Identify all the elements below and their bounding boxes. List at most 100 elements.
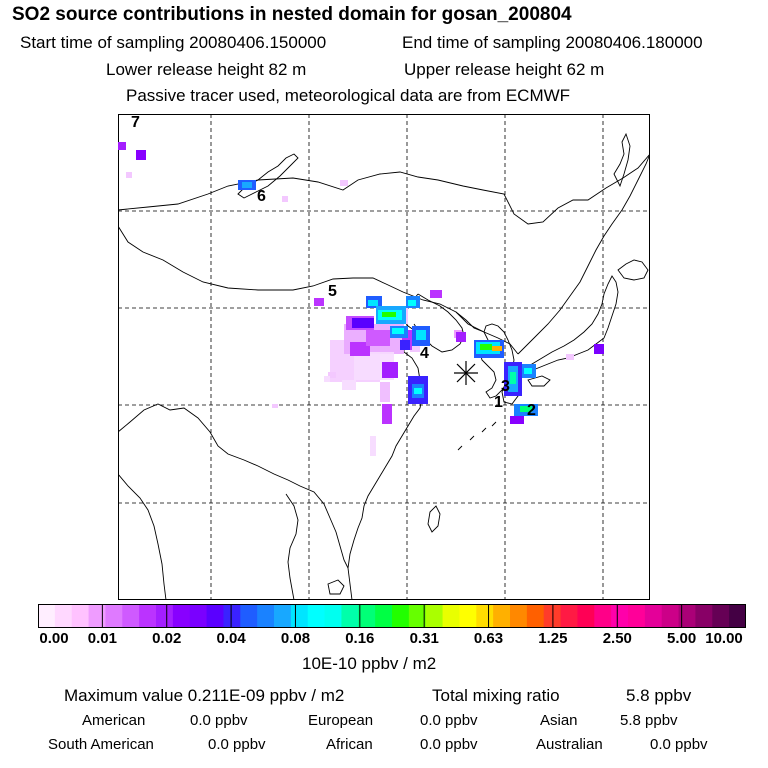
colorbar-cell [712, 604, 730, 628]
colorbar-cell [307, 604, 326, 628]
end-time: End time of sampling 20080406.180000 [402, 33, 703, 52]
korea-china-border [455, 311, 485, 333]
colorbar-cell [442, 604, 461, 628]
tracer-cell [510, 372, 516, 384]
tracer-cell [366, 330, 390, 346]
tracer-cell [350, 342, 370, 356]
china-south-border [118, 403, 349, 569]
colorbar-tick-label: 0.16 [345, 630, 375, 647]
colorbar-cell [189, 604, 208, 628]
receptor-asterisk-icon [454, 361, 478, 385]
colorbar-cell [729, 604, 746, 628]
colorbar-tick-label: 5.00 [666, 630, 697, 647]
tracer-cell [400, 340, 410, 350]
region-name-african: African [326, 736, 373, 753]
tracer-cell [382, 312, 396, 317]
maximum-value: Maximum value 0.211E-09 ppbv / m2 [64, 686, 345, 705]
colorbar-cell [644, 604, 663, 628]
tracer-cell [136, 150, 146, 160]
region-value-european: 0.0 ppbv [420, 712, 478, 729]
total-mixing-label: Total mixing ratio [432, 686, 560, 705]
total-mixing-value: 5.8 ppbv [626, 686, 692, 705]
tracer-cell [480, 344, 492, 350]
colorbar-tick-label: 0.31 [409, 630, 439, 647]
tracer-cell [566, 354, 574, 360]
tracer-cell [416, 330, 426, 340]
tracer-cell [370, 436, 376, 456]
colorbar-cell [476, 604, 494, 628]
colorbar-cell [375, 604, 393, 628]
colorbar-cell [392, 604, 410, 628]
colorbar-cell [54, 604, 73, 628]
upper-release-height: Upper release height 62 m [404, 60, 605, 79]
tracer-cell [408, 300, 416, 306]
colorbar-cell [122, 604, 140, 628]
colorbar-cell [274, 604, 292, 628]
colorbar-cell [611, 604, 629, 628]
japan-honshu [516, 275, 619, 377]
ryukyu-islands [457, 421, 497, 451]
region-name-american: American [82, 712, 146, 729]
colorbar-tick-label: 0.02 [152, 630, 182, 647]
colorbar-tick-label: 0.08 [280, 630, 311, 647]
tracer-cell [456, 332, 466, 342]
colorbar-tick-label: 0.63 [473, 630, 504, 647]
colorbar-cell [206, 604, 225, 628]
colorbar-cell [88, 604, 107, 628]
colorbar-cell [223, 604, 241, 628]
region-label-1: 1 [494, 394, 503, 411]
colorbar-tick-label: 0.00 [39, 630, 69, 647]
tracer-cell [510, 416, 524, 424]
colorbar-cell [156, 604, 174, 628]
colorbar [38, 604, 746, 628]
colorbar-cell [290, 604, 309, 628]
india-border [118, 473, 167, 600]
colorbar-cell [172, 604, 191, 628]
colorbar-cell [38, 604, 56, 628]
colorbar-tick-label: 10.00 [705, 630, 743, 647]
colorbar-cell [594, 604, 612, 628]
concentration-field [118, 142, 604, 456]
colorbar-cell [105, 604, 123, 628]
indochina-coast [285, 493, 299, 600]
region-label-4: 4 [420, 345, 429, 362]
primorye-coast [517, 153, 650, 355]
colorbar-tick-label: 0.04 [216, 630, 246, 647]
tracer-cell [282, 196, 288, 202]
colorbar-cell [240, 604, 258, 628]
taiwan [427, 505, 441, 533]
tracer-cell [520, 406, 532, 412]
colorbar-cell [459, 604, 477, 628]
map-title: SO2 source contributions in nested domai… [12, 4, 572, 25]
tracer-cell [126, 172, 132, 178]
map-panel: 1 2 3 4 5 6 7 [118, 114, 650, 600]
lake-baikal [237, 153, 299, 199]
japan-hokkaido [617, 259, 649, 281]
tracer-cell [594, 344, 604, 354]
colorbar-cell [493, 604, 511, 628]
tracer-cell [410, 344, 420, 352]
colorbar-tick-label: 0.01 [87, 630, 117, 647]
tracer-cell [380, 382, 390, 402]
tracer-cell [328, 372, 336, 378]
tracer-cell [314, 298, 324, 306]
region-value-south-american: 0.0 ppbv [208, 736, 266, 753]
tracer-cell [392, 328, 404, 334]
tracer-cell [368, 300, 378, 306]
colorbar-cell [341, 604, 359, 628]
tracer-cell [414, 388, 422, 394]
sakhalin [613, 132, 631, 188]
colorbar-cell [358, 604, 376, 628]
region-name-south-american: South American [48, 736, 154, 753]
region-value-african: 0.0 ppbv [420, 736, 478, 753]
colorbar-cell [577, 604, 595, 628]
region-label-3: 3 [501, 378, 510, 395]
region-name-asian: Asian [540, 712, 578, 729]
region-value-asian: 5.8 ppbv [620, 712, 678, 729]
tracer-cell [242, 182, 252, 188]
tracer-cell [524, 368, 532, 374]
colorbar-cell [695, 604, 713, 628]
colorbar-tick-label: 1.25 [538, 630, 568, 647]
tracer-cell [340, 180, 348, 186]
colorbar-cell [661, 604, 680, 628]
